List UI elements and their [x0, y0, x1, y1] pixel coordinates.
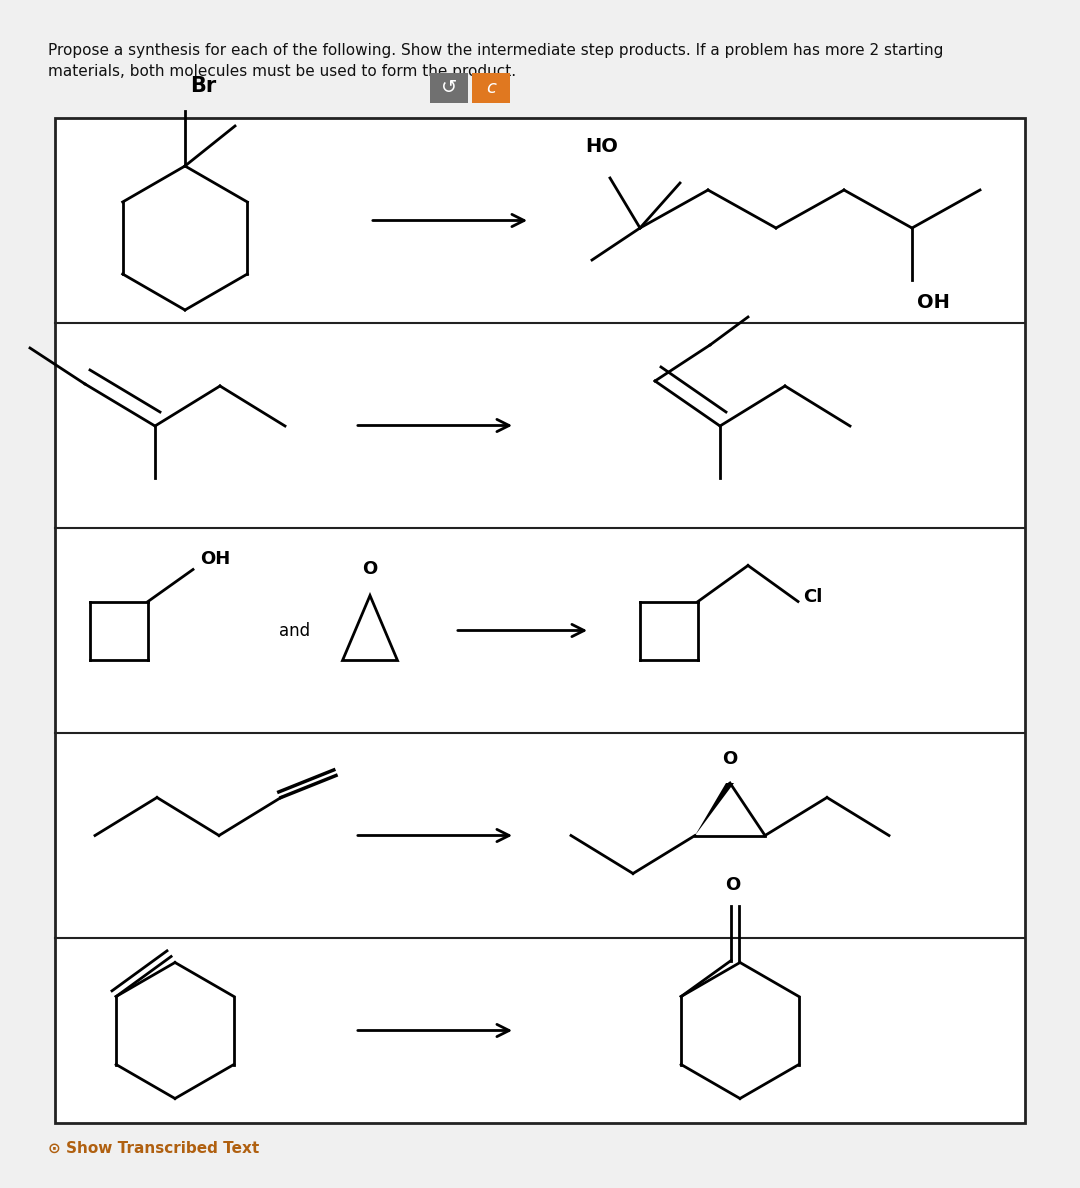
Text: Cl: Cl	[804, 588, 822, 607]
Text: ↺: ↺	[441, 78, 457, 97]
Text: c: c	[486, 78, 496, 97]
Text: Propose a synthesis for each of the following. Show the intermediate step produc: Propose a synthesis for each of the foll…	[48, 43, 943, 78]
Text: O: O	[726, 876, 741, 893]
Text: and: and	[280, 621, 311, 639]
Text: O: O	[363, 560, 378, 577]
Text: O: O	[723, 750, 738, 767]
Text: HO: HO	[585, 137, 618, 156]
FancyBboxPatch shape	[55, 118, 1025, 1123]
Text: ⊙ Show Transcribed Text: ⊙ Show Transcribed Text	[48, 1140, 259, 1156]
FancyBboxPatch shape	[472, 72, 510, 103]
Text: OH: OH	[200, 550, 230, 569]
FancyBboxPatch shape	[430, 72, 468, 103]
Text: OH: OH	[917, 293, 950, 312]
Polygon shape	[696, 783, 734, 835]
Text: Br: Br	[190, 76, 216, 96]
